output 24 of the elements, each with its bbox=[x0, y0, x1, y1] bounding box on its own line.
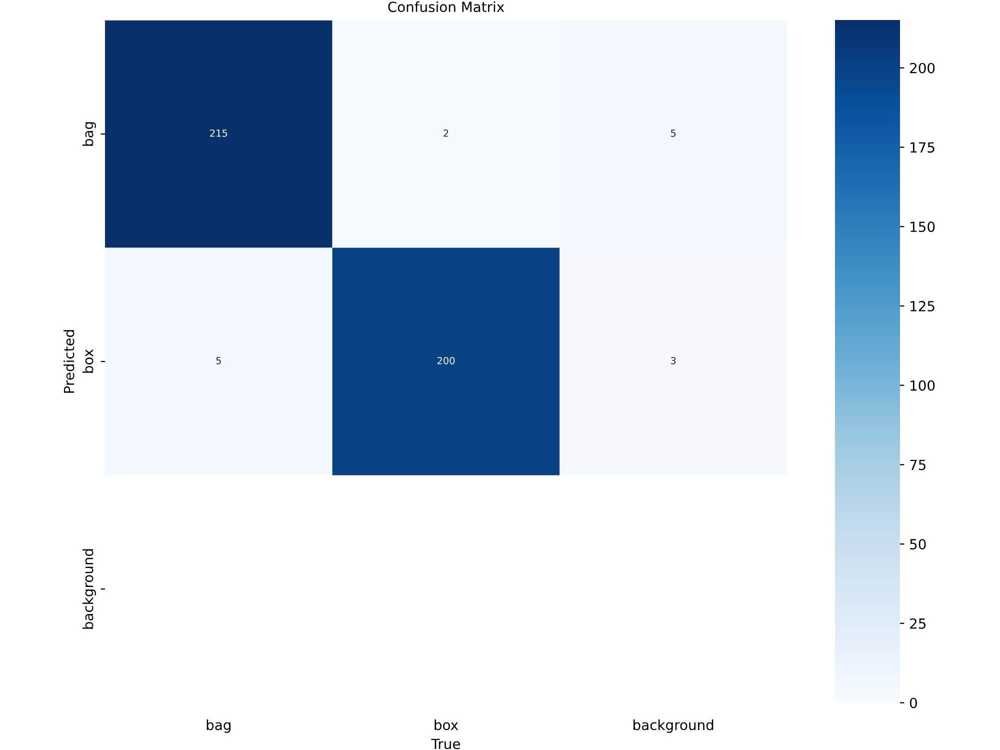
data-label: 3 bbox=[670, 356, 676, 364]
color-bar-label: 25 bbox=[910, 618, 926, 629]
y-tick-label: background bbox=[82, 549, 96, 629]
color-bar-label: 100 bbox=[910, 380, 935, 391]
x-axis-title: True bbox=[431, 738, 460, 750]
color-bar-label: 125 bbox=[910, 300, 934, 312]
data-label: 200 bbox=[437, 356, 455, 364]
data-label: 5 bbox=[670, 130, 676, 137]
color-bar-label: 175 bbox=[910, 142, 934, 153]
color-bar-label: 150 bbox=[910, 222, 935, 232]
data-label: 5 bbox=[216, 357, 221, 364]
y-tick-label: box bbox=[82, 349, 94, 373]
chart-title: Confusion Matrix bbox=[388, 1, 504, 12]
x-tick-label: box bbox=[434, 719, 458, 730]
y-axis-title: Predicted bbox=[64, 330, 74, 393]
y-tick-label: bag bbox=[82, 122, 96, 146]
x-tick-label: background bbox=[634, 719, 714, 733]
color-bar-label: 200 bbox=[910, 62, 935, 74]
color-bar-label: 50 bbox=[910, 539, 926, 550]
x-tick-label: bag bbox=[206, 719, 230, 733]
data-label: 2 bbox=[444, 129, 448, 137]
color-bar-label: 0 bbox=[910, 698, 917, 708]
color-bar-label: 75 bbox=[910, 460, 926, 470]
data-label: 215 bbox=[210, 129, 228, 137]
